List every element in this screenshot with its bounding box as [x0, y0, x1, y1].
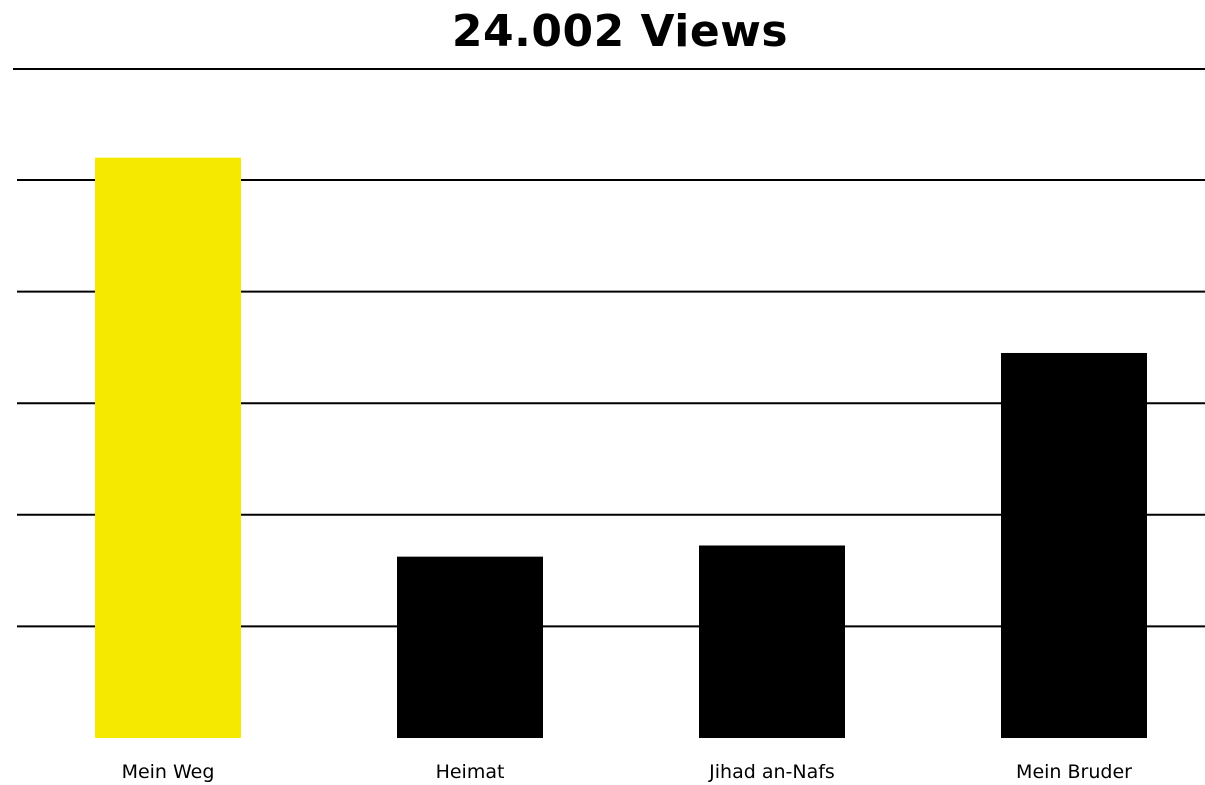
bar-jihad-an-nafs [699, 545, 845, 738]
chart-title: 24.002 Views [451, 6, 789, 57]
category-label: Jihad an-Nafs [708, 761, 835, 783]
category-labels: Mein Weg Heimat Jihad an-Nafs Mein Bruder [122, 761, 1133, 783]
bars [95, 157, 1147, 738]
category-label: Heimat [436, 761, 505, 783]
category-label: Mein Bruder [1016, 761, 1132, 783]
bar-mein-weg [95, 157, 241, 738]
category-label: Mein Weg [122, 761, 215, 783]
bar-mein-bruder [1001, 352, 1147, 738]
bar-heimat [397, 556, 543, 738]
